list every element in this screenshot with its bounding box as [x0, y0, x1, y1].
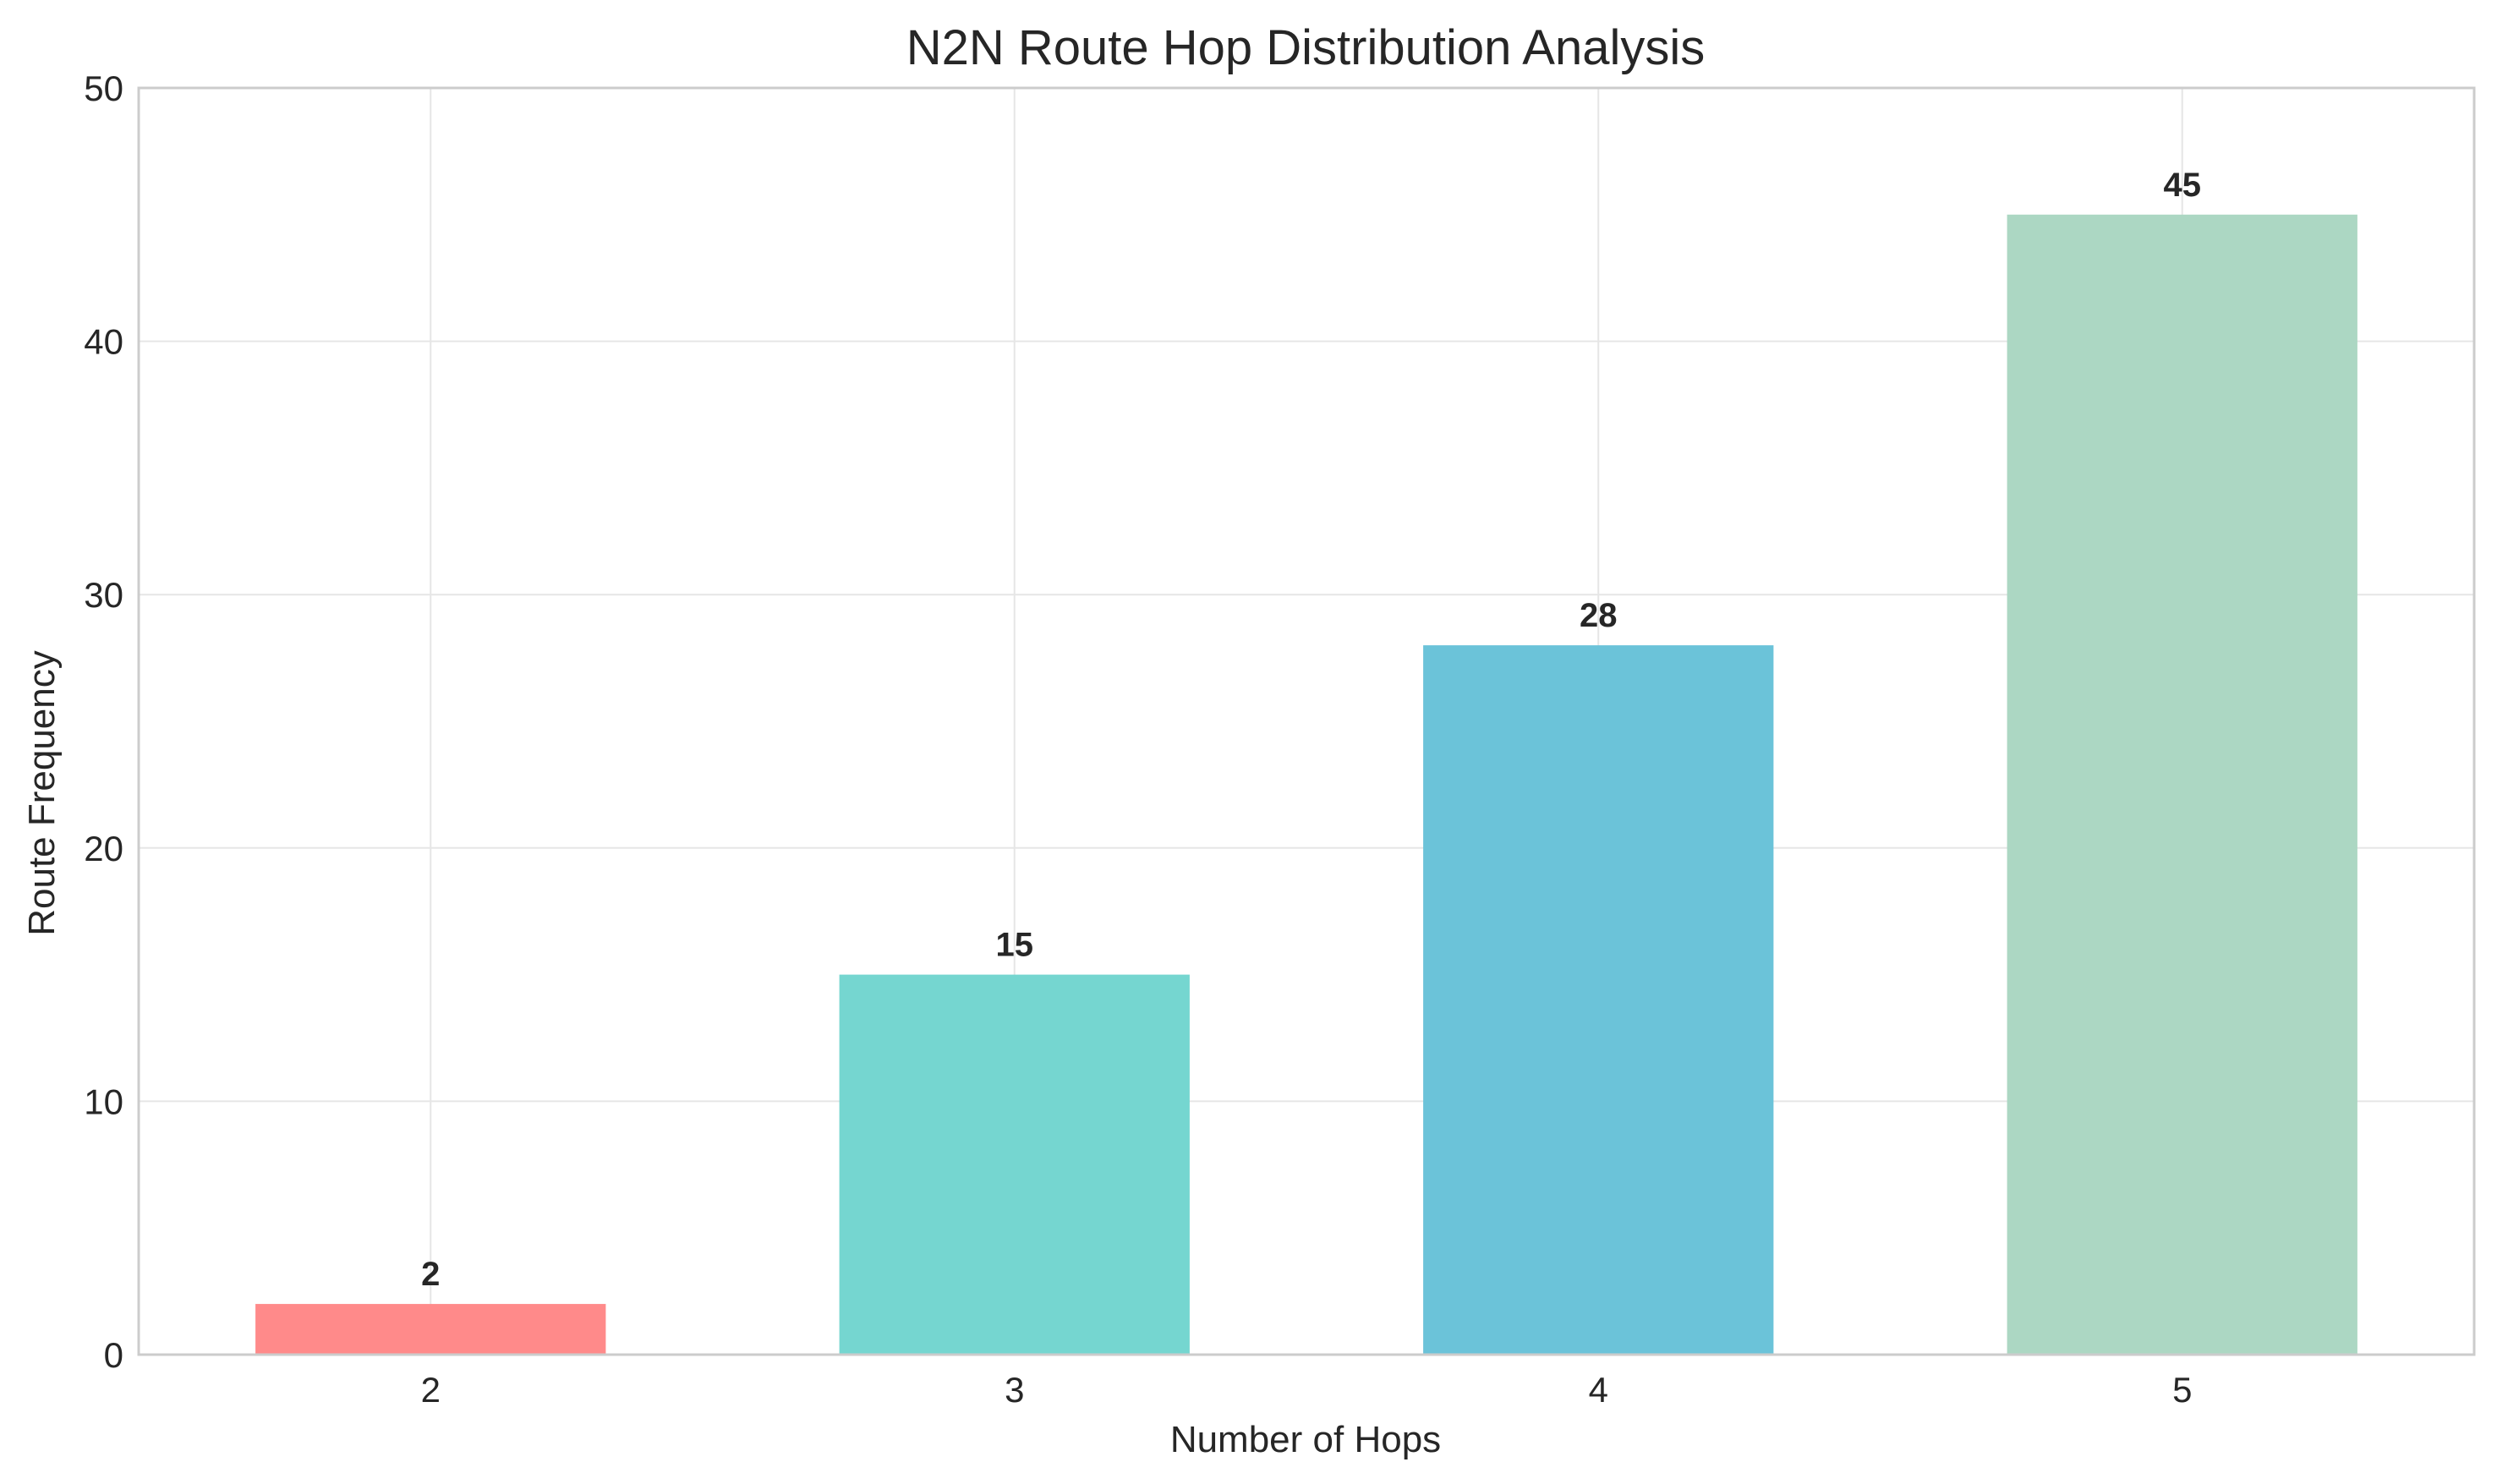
y-tick-labels: 0 10 20 30 40 50	[84, 68, 123, 1375]
y-tick-label: 10	[84, 1082, 123, 1121]
bar-3	[839, 974, 1190, 1355]
y-axis-label: Route Frequency	[21, 650, 63, 936]
y-tick-label: 40	[84, 322, 123, 362]
y-tick-label: 0	[104, 1335, 123, 1375]
x-tick-label: 3	[1005, 1370, 1024, 1410]
bar-5	[2007, 214, 2357, 1355]
x-tick-label: 2	[421, 1370, 441, 1410]
data-label-5: 45	[2164, 167, 2202, 204]
data-labels: 2 15 28 45	[421, 167, 2201, 1293]
data-label-2: 2	[421, 1256, 440, 1293]
data-label-3: 15	[996, 927, 1034, 964]
x-tick-label: 5	[2172, 1370, 2192, 1410]
data-label-4: 28	[1580, 597, 1618, 634]
bars	[255, 214, 2357, 1355]
plot-frame	[137, 86, 2476, 1356]
y-tick-label: 30	[84, 575, 123, 615]
x-tick-label: 4	[1589, 1370, 1608, 1410]
y-tick-label: 50	[84, 68, 123, 108]
x-axis-label: Number of Hops	[1170, 1419, 1441, 1460]
bar-4	[1423, 645, 1774, 1355]
bar-2	[255, 1304, 606, 1355]
x-tick-labels: 2 3 4 5	[421, 1370, 2193, 1410]
y-tick-label: 20	[84, 829, 123, 868]
chart-title: N2N Route Hop Distribution Analysis	[906, 20, 1706, 75]
